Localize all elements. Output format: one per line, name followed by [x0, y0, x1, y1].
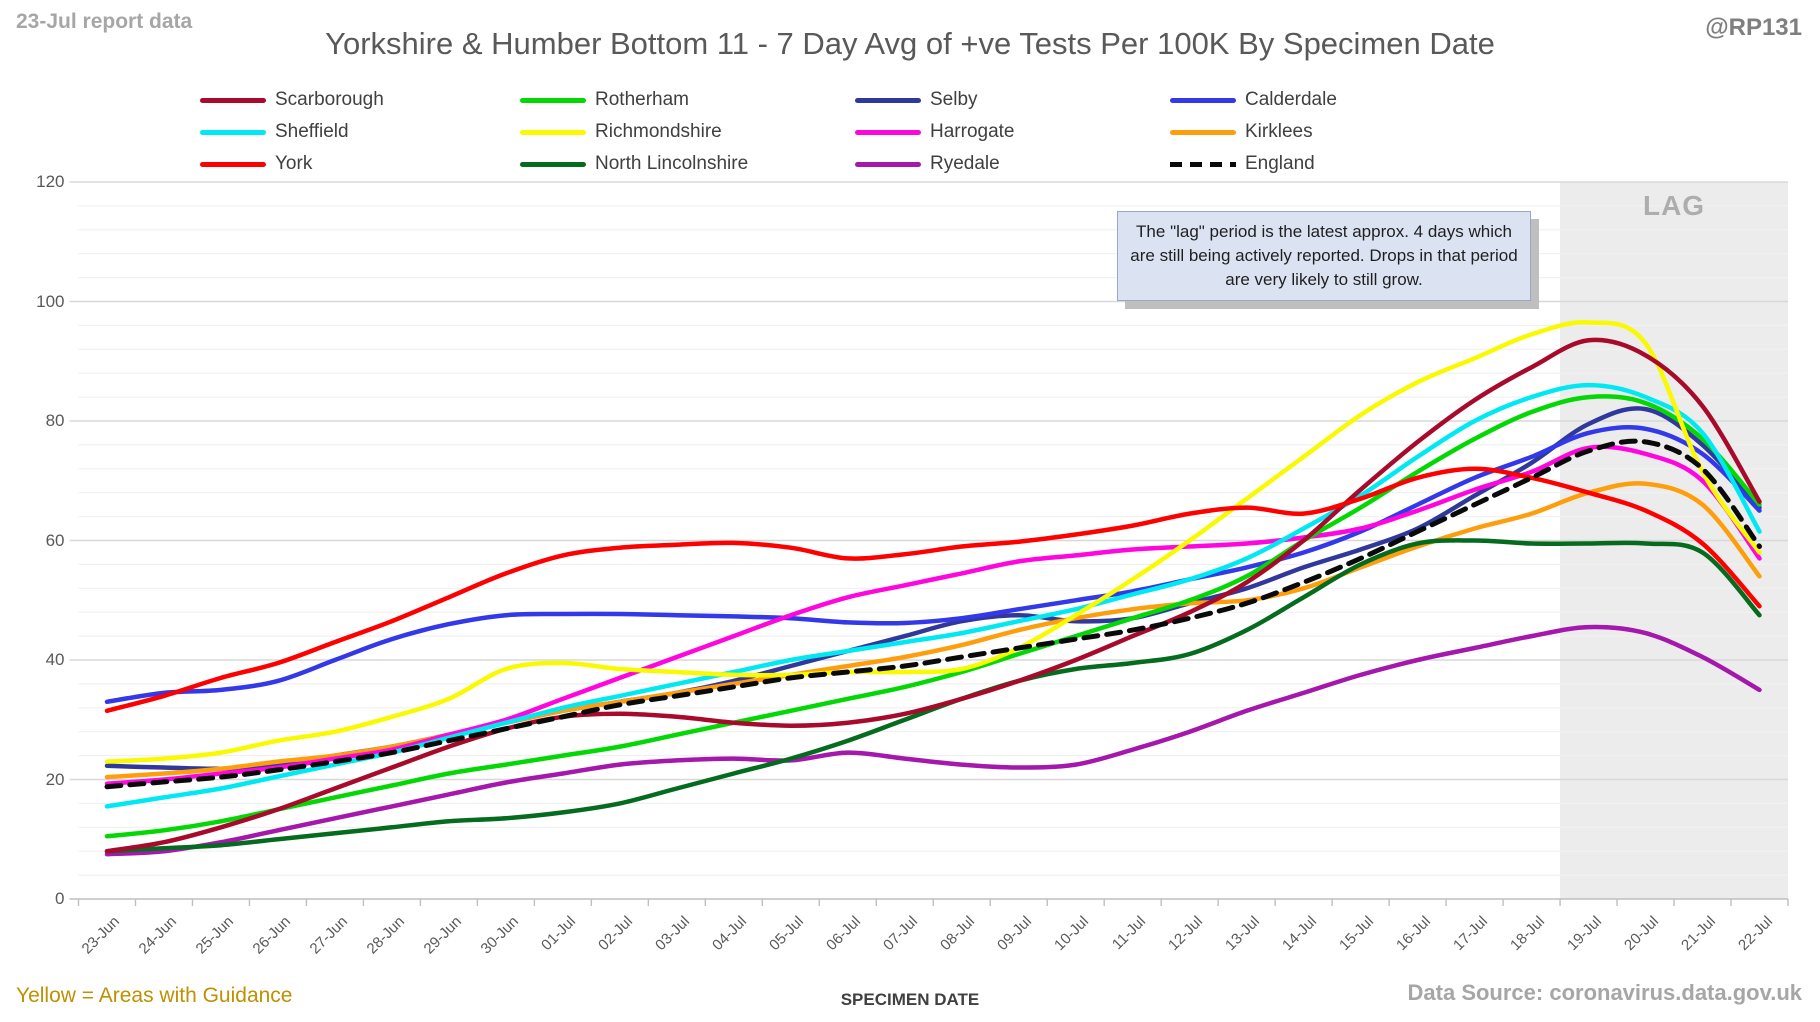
data-source-note: Data Source: coronavirus.data.gov.uk: [1407, 980, 1802, 1005]
lag-region-label: LAG: [1642, 190, 1706, 221]
chart-title: Yorkshire & Humber Bottom 11 - 7 Day Avg…: [325, 26, 1495, 61]
series-line-rotherham: [104, 394, 1762, 839]
series-line-calderdale: [104, 425, 1762, 705]
series-line-scarborough: [104, 337, 1762, 854]
series-line-harrogate: [104, 444, 1762, 786]
series-line-sheffield: [104, 382, 1762, 809]
series-line-kirklees: [104, 481, 1762, 780]
y-axis-label: 120: [36, 172, 65, 191]
series-line-england: [104, 438, 1762, 790]
y-axis-label: 0: [55, 889, 65, 908]
guidance-note: Yellow = Areas with Guidance: [16, 984, 293, 1007]
y-axis-label: 20: [45, 769, 65, 789]
y-axis-label: 60: [45, 530, 65, 550]
x-axis-title: SPECIMEN DATE: [840, 990, 980, 1009]
series-line-richmondshire: [104, 319, 1762, 764]
report-date-note: 23-Jul report data: [16, 10, 193, 33]
series-line-york: [104, 466, 1762, 714]
lag-annotation-text: The "lag" period is the latest approx. 4…: [1130, 222, 1518, 289]
y-axis-label: 40: [45, 650, 65, 669]
y-axis-label: 100: [36, 291, 65, 311]
series-line-ryedale: [104, 624, 1762, 857]
series-line-north-lincolnshire: [104, 538, 1762, 854]
y-axis-label: 80: [45, 411, 65, 430]
author-watermark: @RP131: [1705, 14, 1802, 41]
lag-annotation-box: The "lag" period is the latest approx. 4…: [1117, 211, 1531, 301]
